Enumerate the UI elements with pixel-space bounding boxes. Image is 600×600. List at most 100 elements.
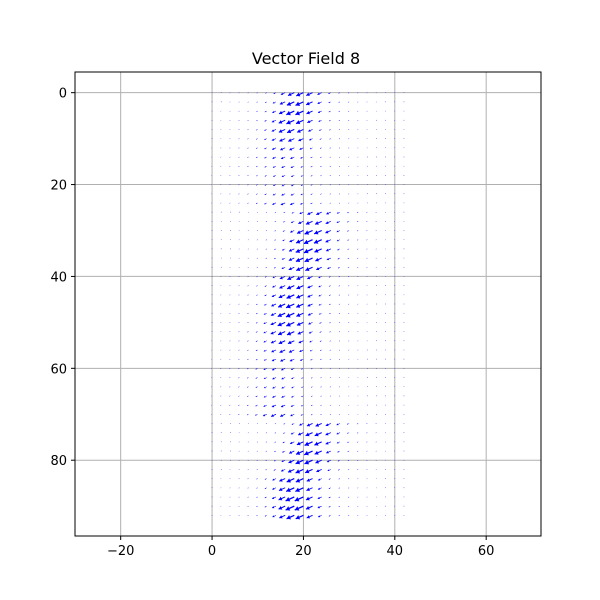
vector-arrow bbox=[211, 459, 213, 461]
vector-arrow bbox=[385, 487, 387, 489]
vector-arrowhead bbox=[357, 450, 358, 452]
vector-arrowhead bbox=[265, 239, 267, 241]
vector-arrowhead bbox=[319, 313, 321, 315]
vector-arrow bbox=[385, 413, 387, 415]
vector-arrowhead bbox=[347, 432, 349, 434]
vector-arrowhead bbox=[263, 331, 266, 334]
vector-arrowhead bbox=[320, 368, 322, 369]
vector-arrowhead bbox=[307, 212, 311, 215]
vector-arrowhead bbox=[271, 414, 274, 417]
vector-arrowhead bbox=[296, 285, 301, 290]
vector-arrowhead bbox=[311, 405, 312, 406]
vector-arrowhead bbox=[286, 110, 291, 116]
x-tick-label: 40 bbox=[387, 544, 404, 559]
vector-arrowhead bbox=[265, 230, 267, 232]
vector-arrowhead bbox=[329, 156, 331, 158]
vector-arrowhead bbox=[296, 92, 301, 97]
vector-arrowhead bbox=[319, 129, 321, 131]
vector-arrowhead bbox=[348, 276, 349, 277]
vector-arrowhead bbox=[264, 478, 267, 480]
vector-arrowhead bbox=[256, 496, 258, 498]
vector-arrow bbox=[220, 92, 222, 94]
vector-arrowhead bbox=[255, 386, 257, 388]
vector-arrowhead bbox=[320, 184, 322, 186]
vector-arrowhead bbox=[286, 487, 291, 492]
vector-arrowhead bbox=[282, 441, 285, 444]
vector-arrowhead bbox=[347, 258, 349, 259]
vector-arrow bbox=[394, 165, 396, 167]
vector-arrowhead bbox=[247, 285, 249, 287]
vector-arrow bbox=[220, 257, 222, 259]
vector-arrowhead bbox=[264, 515, 267, 517]
vector-arrow bbox=[211, 285, 213, 286]
vector-arrowhead bbox=[307, 294, 311, 298]
vector-arrowhead bbox=[305, 432, 310, 437]
vector-arrow bbox=[403, 367, 405, 369]
vector-arrow bbox=[394, 377, 396, 378]
vector-arrow bbox=[403, 478, 405, 479]
vector-arrowhead bbox=[255, 405, 257, 407]
vector-arrow bbox=[211, 423, 213, 424]
vector-arrowhead bbox=[290, 156, 293, 160]
vector-arrowhead bbox=[309, 340, 312, 343]
vector-arrowhead bbox=[274, 441, 276, 443]
vector-arrowhead bbox=[299, 349, 302, 353]
vector-arrowhead bbox=[274, 450, 276, 452]
vector-arrowhead bbox=[265, 267, 267, 268]
vector-arrowhead bbox=[247, 111, 249, 112]
vector-arrow bbox=[403, 358, 405, 360]
vector-arrowhead bbox=[273, 184, 275, 187]
vector-arrowhead bbox=[272, 395, 275, 398]
vector-arrow bbox=[220, 423, 222, 424]
vector-arrow bbox=[376, 322, 377, 323]
vector-arrowhead bbox=[304, 460, 310, 465]
vector-arrowhead bbox=[247, 359, 249, 360]
vector-arrow bbox=[220, 248, 222, 250]
vector-arrow bbox=[220, 239, 222, 241]
vector-arrowhead bbox=[286, 303, 291, 309]
vector-arrowhead bbox=[296, 276, 301, 281]
vector-arrowhead bbox=[307, 285, 311, 289]
vector-arrow bbox=[239, 211, 240, 213]
vector-arrowhead bbox=[263, 404, 266, 407]
vector-arrowhead bbox=[307, 276, 311, 280]
vector-arrowhead bbox=[338, 506, 340, 507]
grid-lines bbox=[75, 72, 541, 536]
vector-arrow bbox=[229, 248, 231, 250]
vector-arrowhead bbox=[290, 404, 293, 407]
vector-arrowhead bbox=[279, 478, 283, 482]
vector-arrowhead bbox=[336, 423, 339, 426]
vector-arrowhead bbox=[271, 368, 275, 371]
vector-arrowhead bbox=[338, 120, 340, 121]
vector-arrow bbox=[385, 514, 387, 516]
vector-arrowhead bbox=[255, 340, 257, 342]
vector-arrowhead bbox=[262, 414, 266, 417]
vector-arrowhead bbox=[310, 175, 312, 177]
vector-arrow bbox=[403, 349, 405, 351]
vector-arrowhead bbox=[299, 423, 302, 426]
vector-arrowhead bbox=[288, 248, 293, 252]
vector-arrow bbox=[394, 175, 396, 176]
vector-arrowhead bbox=[310, 166, 312, 168]
vector-arrowhead bbox=[306, 478, 311, 482]
vector-arrowhead bbox=[348, 101, 349, 103]
vector-arrowhead bbox=[291, 395, 294, 398]
vector-arrowhead bbox=[300, 359, 303, 361]
vector-arrowhead bbox=[247, 193, 249, 195]
vector-arrowhead bbox=[336, 239, 339, 242]
vector-arrow bbox=[211, 294, 213, 296]
y-tick-label: 60 bbox=[50, 362, 67, 377]
vector-arrow bbox=[220, 266, 222, 268]
vector-arrowhead bbox=[300, 202, 303, 205]
vector-arrow bbox=[403, 110, 405, 112]
vector-arrow bbox=[394, 469, 396, 470]
vector-arrow bbox=[385, 386, 387, 388]
vector-arrowhead bbox=[295, 487, 300, 492]
vector-arrow bbox=[403, 377, 405, 378]
vector-arrowhead bbox=[300, 193, 303, 196]
vector-arrowhead bbox=[328, 276, 331, 278]
vector-arrowhead bbox=[274, 248, 276, 250]
vector-arrowhead bbox=[348, 111, 349, 112]
vector-arrowhead bbox=[318, 285, 321, 288]
